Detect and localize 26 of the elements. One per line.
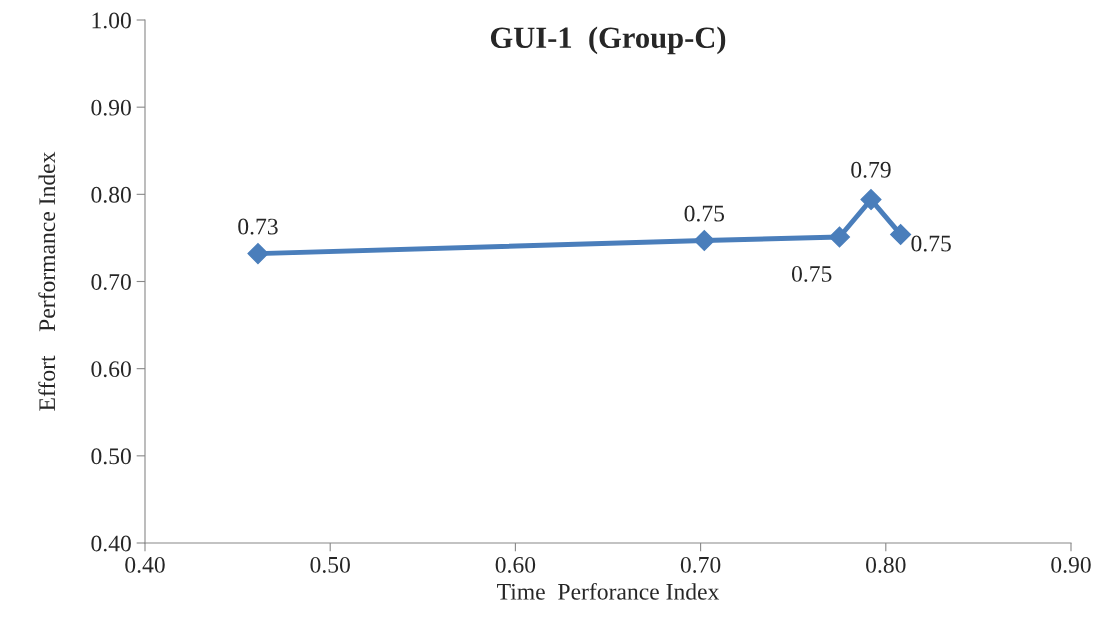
y-tick-label: 0.60 [91, 361, 131, 378]
x-axis-title: Time Perforance Index [497, 582, 720, 600]
x-tick-label: 0.50 [310, 556, 350, 573]
point [693, 230, 715, 252]
data-label: 0.79 [851, 161, 891, 178]
y-tick-label: 0.90 [91, 99, 131, 116]
x-tick-label: 0.60 [495, 556, 536, 573]
data-label: 0.75 [791, 265, 832, 282]
data-label: 0.75 [684, 205, 725, 222]
point [890, 223, 912, 245]
data-label: 0.73 [238, 218, 278, 235]
x-tick-label: 0.40 [125, 556, 165, 573]
x-tick-label: 0.70 [680, 556, 721, 573]
data-label: 0.75 [911, 235, 951, 252]
point [860, 189, 882, 211]
y-tick-label: 0.40 [91, 535, 131, 552]
x-tick-label: 0.90 [1051, 556, 1091, 573]
y-tick-label: 1.00 [92, 12, 131, 29]
chart-title: GUI-1 (Group-C) [490, 26, 726, 55]
point [828, 226, 851, 248]
y-axis-title: Effort Performance Index [38, 151, 56, 411]
point [247, 243, 269, 265]
y-tick-label: 0.70 [91, 273, 131, 291]
y-tick-label: 0.50 [91, 448, 131, 465]
y-tick-label: 0.80 [91, 186, 131, 203]
x-tick-label: 0.80 [866, 556, 906, 573]
